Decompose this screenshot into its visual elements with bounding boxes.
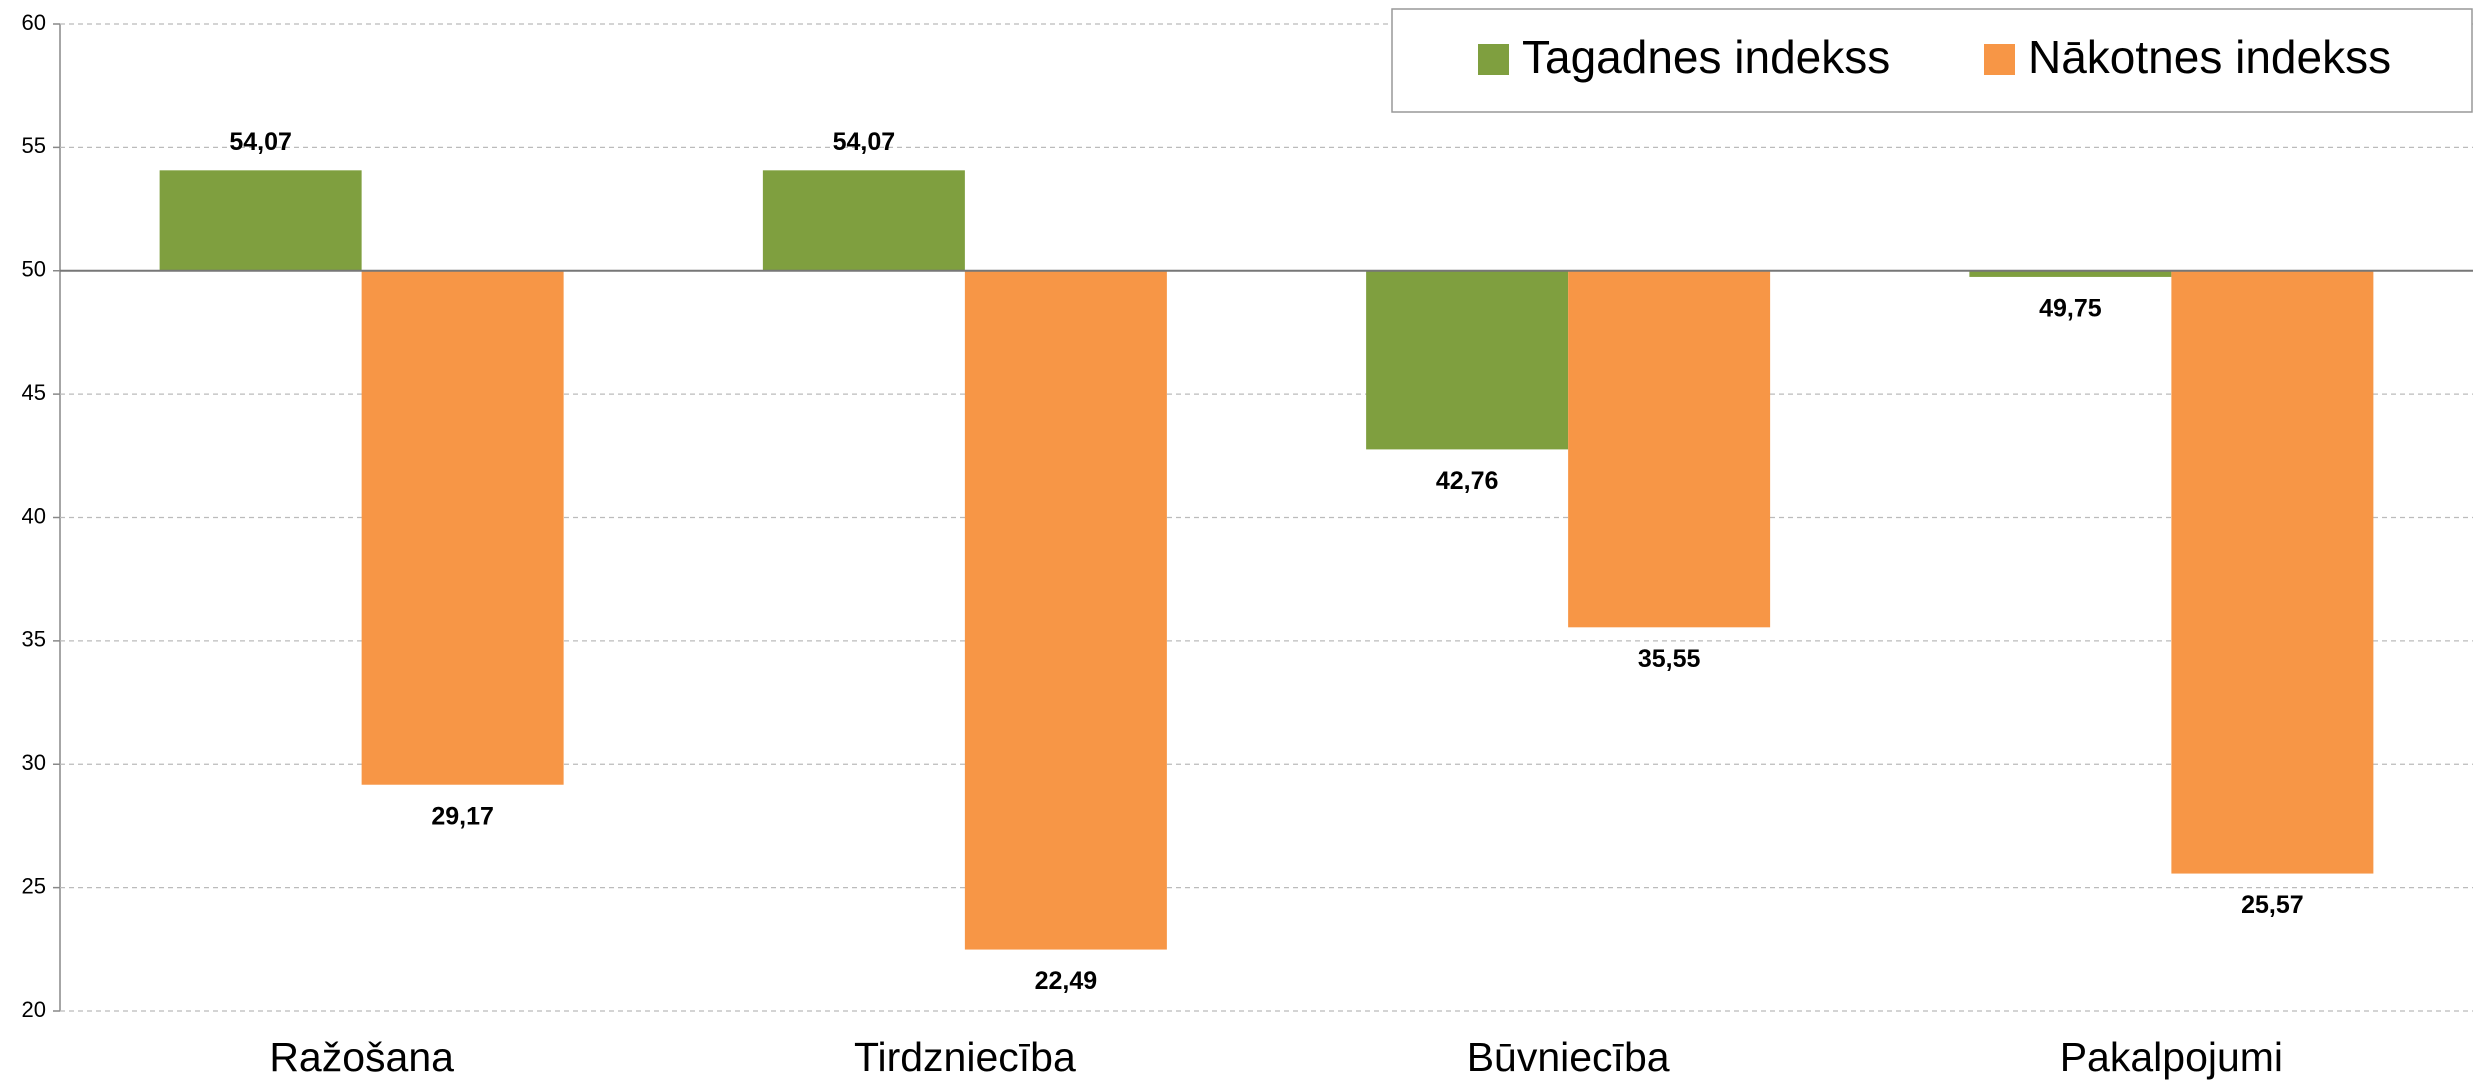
y-tick-label: 55 xyxy=(22,133,46,158)
x-tick-label: Ražošana xyxy=(269,1034,454,1080)
bar xyxy=(1568,270,1771,628)
bar xyxy=(964,270,1167,950)
bar xyxy=(361,270,564,785)
y-tick-label: 20 xyxy=(22,997,46,1022)
legend-box xyxy=(1391,8,2473,113)
y-tick-label: 50 xyxy=(22,257,46,282)
value-label: 49,75 xyxy=(2039,295,2102,323)
legend-swatch xyxy=(1984,44,2015,75)
y-tick-label: 40 xyxy=(22,503,46,528)
value-label: 22,49 xyxy=(1035,967,1098,995)
bar xyxy=(2171,270,2374,874)
bar xyxy=(762,170,965,271)
value-label: 54,07 xyxy=(229,128,292,156)
y-tick-label: 30 xyxy=(22,750,46,775)
x-tick-label: Tirdzniecība xyxy=(854,1034,1076,1080)
value-label: 54,07 xyxy=(833,128,896,156)
y-tick-label: 35 xyxy=(22,627,46,652)
value-label: 29,17 xyxy=(431,802,494,830)
legend-swatch xyxy=(1478,44,1509,75)
legend-label: Tagadnes indekss xyxy=(1522,31,1890,83)
y-tick-label: 25 xyxy=(22,873,46,898)
value-label: 35,55 xyxy=(1638,645,1701,673)
y-tick-label: 60 xyxy=(22,10,46,35)
x-tick-label: Pakalpojumi xyxy=(2060,1034,2283,1080)
value-label: 25,57 xyxy=(2241,891,2304,919)
bar xyxy=(1366,270,1569,450)
bar xyxy=(1969,270,2172,277)
y-tick-label: 45 xyxy=(22,380,46,405)
x-tick-label: Būvniecība xyxy=(1467,1034,1670,1080)
value-label: 42,76 xyxy=(1436,467,1499,495)
bar xyxy=(159,170,362,271)
legend-label: Nākotnes indekss xyxy=(2028,31,2391,83)
